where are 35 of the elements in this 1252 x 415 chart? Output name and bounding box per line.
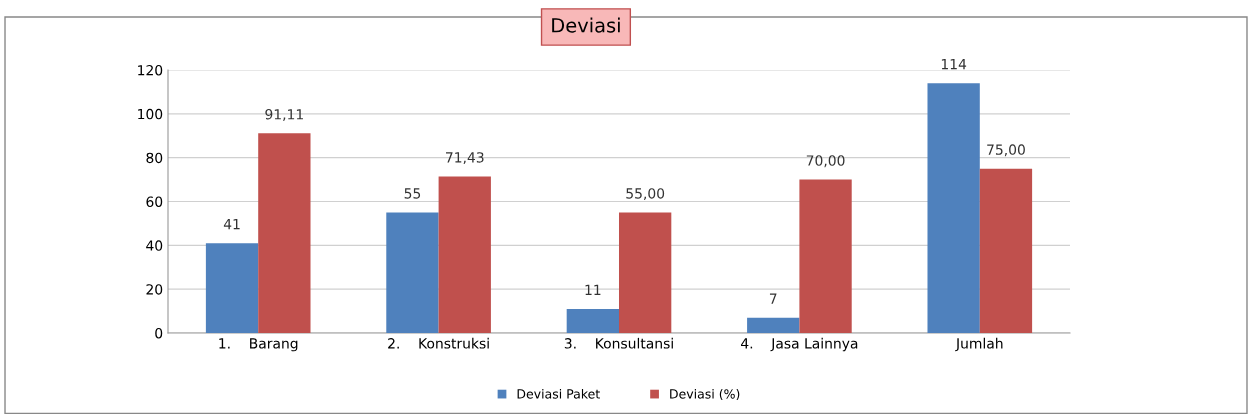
data-label: 55 — [404, 188, 421, 199]
data-label: 114 — [941, 59, 967, 70]
data-label: 55,00 — [626, 188, 665, 201]
y-tick-label: 60 — [146, 196, 163, 207]
x-tick-label: 2. Konstruksi — [388, 337, 489, 349]
bar — [619, 212, 672, 333]
data-label: 11 — [585, 284, 601, 295]
data-label: 41 — [223, 219, 240, 230]
bar — [438, 176, 491, 333]
bar — [205, 243, 259, 333]
data-label: 7 — [769, 293, 777, 304]
x-tick-label: 4. Jasa Lainnya — [741, 337, 858, 352]
x-tick-label: 1. Barang — [219, 338, 298, 352]
bar — [258, 133, 311, 333]
chart-title: Deviasi — [552, 17, 620, 33]
x-tick-label: 3. Konsultansi — [564, 337, 673, 349]
data-label: 91,11 — [265, 109, 303, 121]
legend-label: Deviasi (%) — [670, 388, 740, 401]
data-label: 70,00 — [806, 155, 845, 168]
y-tick-label: 80 — [146, 152, 163, 164]
x-tick-label: Jumlah — [955, 337, 1003, 352]
y-tick-label: 40 — [146, 240, 163, 251]
legend-label: Deviasi Paket — [517, 388, 600, 399]
bar — [386, 212, 439, 333]
y-tick-label: 100 — [138, 108, 163, 120]
y-tick-label: 20 — [146, 284, 163, 295]
bar — [799, 179, 852, 333]
bar — [747, 317, 800, 333]
bar — [927, 83, 980, 333]
data-label: 71,43 — [446, 152, 484, 165]
y-tick-label: 120 — [138, 64, 163, 76]
bar — [979, 168, 1033, 333]
bar — [566, 308, 619, 333]
y-tick-label: 0 — [155, 327, 163, 339]
data-label: 75,00 — [987, 144, 1025, 157]
